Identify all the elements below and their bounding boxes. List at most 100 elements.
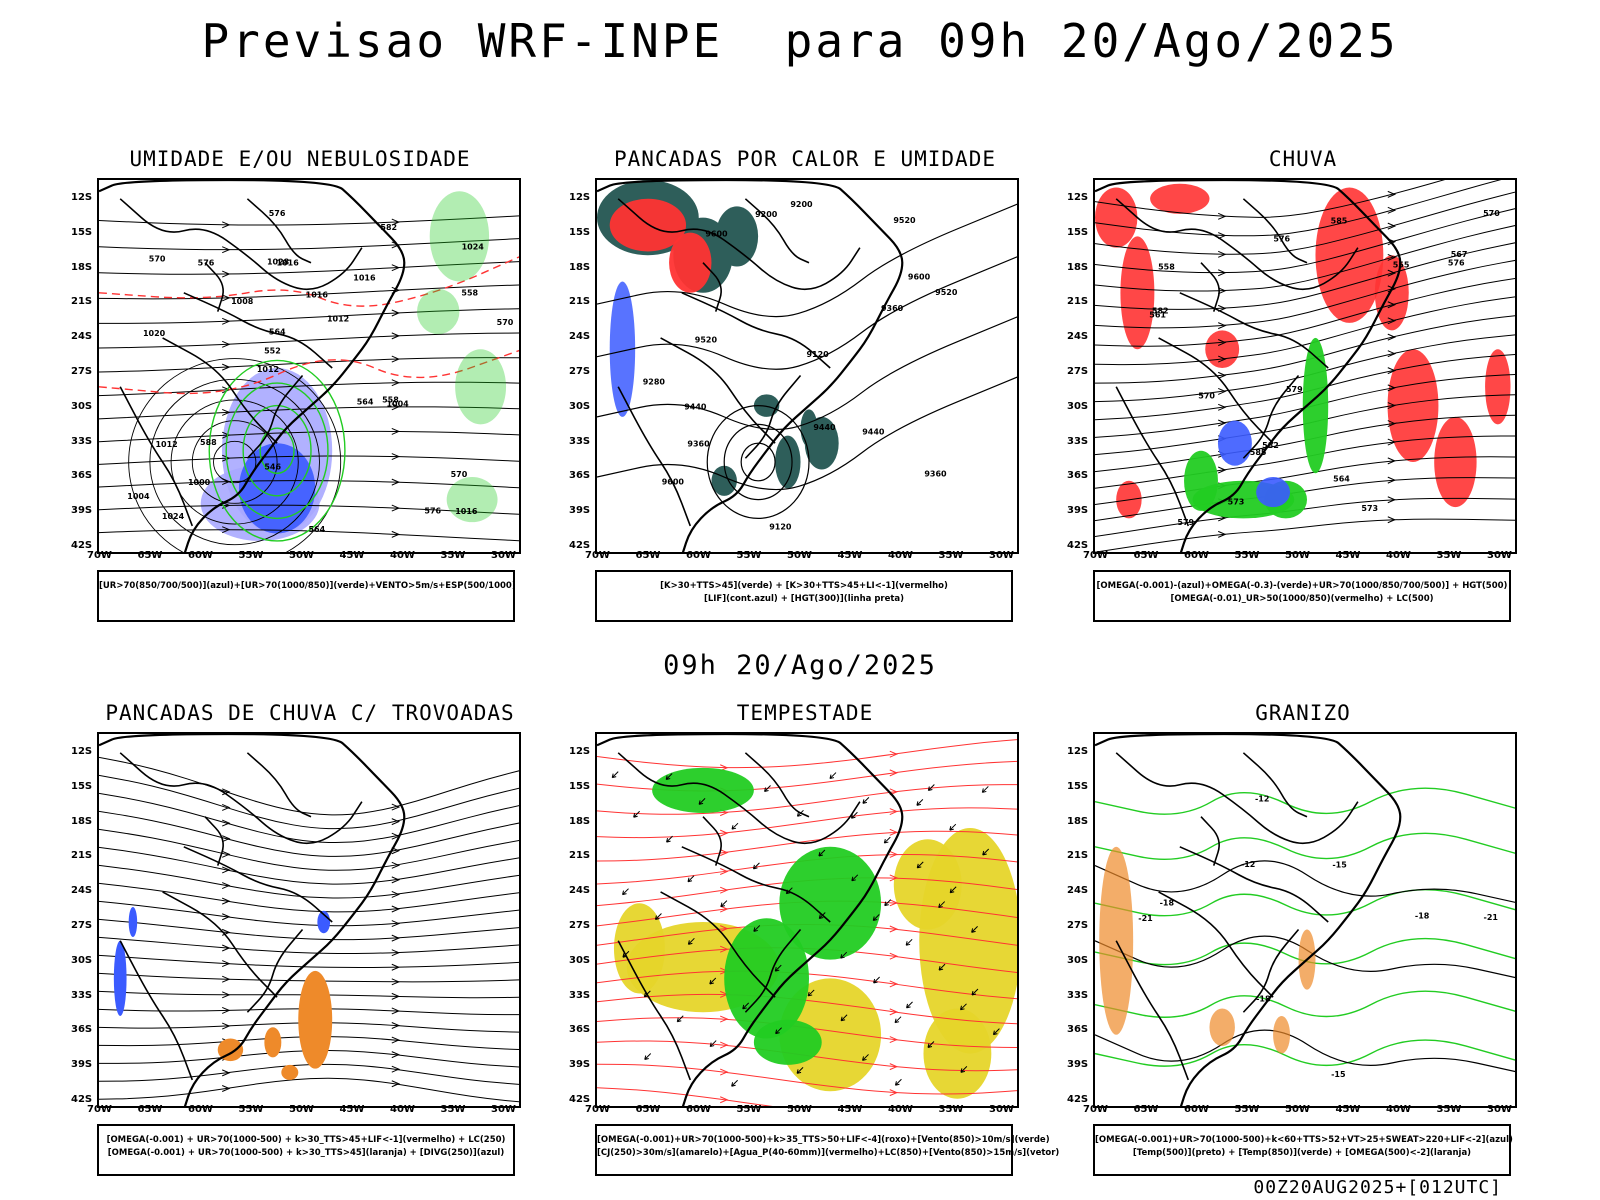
border-line <box>1179 292 1329 369</box>
streamline <box>99 357 519 373</box>
contour-label: 576 <box>1273 234 1290 243</box>
wind-vector <box>709 1040 717 1048</box>
wind-arrow <box>222 294 231 302</box>
wind-vector <box>894 1078 902 1086</box>
longitude-label: 45W <box>339 550 365 561</box>
wind-vector <box>971 988 979 996</box>
contour-label: 9520 <box>935 288 958 297</box>
latitude-label: 18S <box>569 261 591 273</box>
rain-omega-weak <box>1217 420 1252 466</box>
wind-arrow <box>720 905 729 913</box>
wind-arrow <box>889 1089 899 1097</box>
wind-arrow <box>222 246 231 254</box>
hgt300-contour <box>740 442 776 482</box>
contour-label: 552 <box>264 346 281 355</box>
latitude-label: 24S <box>71 331 93 343</box>
contour-label: 1024 <box>462 243 485 252</box>
wind-arrow <box>391 1036 401 1044</box>
border-line <box>119 198 363 291</box>
streamline <box>1095 296 1515 366</box>
longitude-label: 55W <box>1234 1104 1260 1115</box>
latitude-label: 21S <box>1067 296 1089 308</box>
border-line <box>617 940 692 1081</box>
streamline <box>1095 315 1515 384</box>
longitude-label: 60W <box>686 1104 711 1115</box>
contour-label: 9120 <box>769 522 792 531</box>
temp850-contour <box>1095 990 1515 1018</box>
wind-arrow <box>1218 371 1227 379</box>
wind-arrow <box>1387 420 1397 428</box>
wind-vector <box>807 989 815 997</box>
contour-label: 9360 <box>687 439 710 448</box>
latitude-label: 39S <box>1067 1059 1089 1071</box>
longitude-label: 30W <box>1487 550 1512 561</box>
contour-label: 570 <box>1483 209 1500 218</box>
latitude-label: 30S <box>71 954 93 966</box>
wind-arrow <box>391 861 401 869</box>
wind-arrow <box>1218 466 1227 474</box>
contour-label: 570 <box>451 470 468 479</box>
forecast-map: 9600 9520 9600 9600 9440 9520 9440 9360 9520 9360… <box>595 178 1019 554</box>
longitude-label: 45W <box>1335 1104 1361 1115</box>
wind-arrow <box>222 1006 231 1014</box>
streamline <box>99 792 519 844</box>
border-line <box>617 386 692 527</box>
latitude-label: 24S <box>1067 885 1089 897</box>
longitude-label: 60W <box>686 550 711 561</box>
legend-line: [OMEGA(-0.001)-(azul)+OMEGA(-0.3)-(verde… <box>1096 581 1508 591</box>
streamline <box>597 760 1017 792</box>
contour-label: 582 <box>1262 441 1279 450</box>
contour-label: 588 <box>200 438 217 447</box>
humidity-low-levels <box>446 477 498 523</box>
streamline <box>1095 259 1515 329</box>
streamline <box>99 810 519 857</box>
temp500-contour <box>1095 860 1515 903</box>
wind-arrow <box>222 454 231 462</box>
contour-label: 9280 <box>643 377 666 386</box>
contour-label: 564 <box>357 398 374 407</box>
legend-line: [LIF](cont.azul) + [HGT(300)](linha pret… <box>703 594 905 604</box>
wind-vector <box>742 1002 750 1010</box>
wind-arrow <box>1387 516 1397 524</box>
contour-label: 558 <box>461 289 478 298</box>
panel-title: CHUVA <box>1268 147 1338 171</box>
border-line <box>119 386 194 527</box>
legend-line: [OMEGA(-0.001)+UR>70(1000-500)+k>35_TTS>… <box>597 1135 1050 1145</box>
latitude-label: 24S <box>569 885 591 897</box>
forecast-date: 09h 20/Ago/2025 <box>663 650 937 681</box>
wind-arrow <box>720 1041 729 1049</box>
pressure-contour <box>191 420 278 504</box>
hgt300-contour <box>597 376 1017 491</box>
map-svg: 1016102010241012101610241028101610121008… <box>99 180 519 552</box>
wind-arrow <box>391 530 401 538</box>
humidity-low-levels <box>242 404 312 497</box>
wind-vector <box>884 899 892 907</box>
wind-arrow <box>720 1015 729 1023</box>
border-line <box>1158 337 1274 444</box>
humidity-low-levels <box>429 191 490 282</box>
contour-label: 576 <box>198 259 215 268</box>
wind-arrow <box>391 876 401 884</box>
latitude-label: 24S <box>1067 331 1089 343</box>
streamline <box>1095 373 1515 438</box>
latitude-label: 12S <box>71 746 93 757</box>
latitude-label: 36S <box>71 1024 93 1036</box>
wind-vector <box>862 1054 869 1061</box>
streamline <box>1095 208 1515 274</box>
contour-label: 585 <box>1331 217 1348 226</box>
border-line <box>1115 940 1190 1081</box>
thickness-contour <box>99 349 519 395</box>
contour-label: 570 <box>149 254 166 263</box>
wind-arrow <box>720 925 729 933</box>
contour-label: 9600 <box>908 272 931 281</box>
wind-arrow <box>720 849 729 857</box>
contour-label: 1024 <box>162 512 185 521</box>
contour-label: 570 <box>497 318 514 327</box>
wind-vector <box>916 861 924 869</box>
contour-label: 9200 <box>755 210 778 219</box>
legend-line: [K>30+TTS>45](verde) + [K>30+TTS>45+LI<-… <box>660 581 948 591</box>
wind-arrow <box>391 920 401 928</box>
contour-label: 9520 <box>695 336 718 345</box>
border-line <box>1242 752 1308 818</box>
wind-vector <box>644 1053 652 1060</box>
